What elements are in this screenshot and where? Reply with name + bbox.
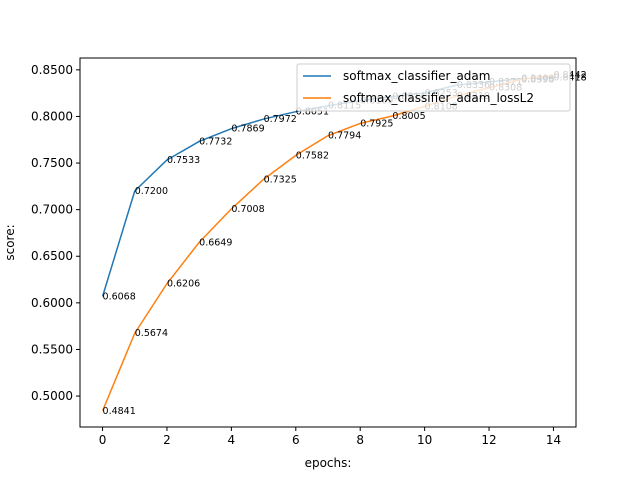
- data-label: 0.5674: [135, 328, 168, 339]
- legend-box: [296, 63, 571, 112]
- data-label: 0.7582: [296, 150, 329, 161]
- y-tick-label: 0.5500: [31, 342, 73, 356]
- data-label: 0.7200: [135, 186, 168, 197]
- data-label: 0.7325: [264, 174, 297, 185]
- legend-label-2: softmax_classifier_adam_lossL2: [343, 91, 534, 105]
- data-label: 0.7008: [231, 204, 264, 215]
- y-tick-label: 0.5000: [31, 389, 73, 403]
- data-label: 0.7732: [199, 136, 232, 147]
- data-label: 0.6649: [199, 237, 232, 248]
- x-tick-label: 8: [356, 433, 364, 447]
- y-axis: 0.5000 0.5500 0.6000 0.6500 0.7000 0.7500 0.80…: [31, 63, 80, 403]
- data-label: 0.7972: [264, 114, 297, 125]
- data-label: 0.7925: [360, 118, 393, 129]
- y-tick-label: 0.6000: [31, 296, 73, 310]
- data-label: 0.8051: [296, 107, 329, 118]
- series-line-2: [101, 74, 554, 412]
- y-tick-label: 0.8500: [31, 63, 73, 77]
- x-tick-label: 2: [163, 433, 171, 447]
- y-tick-label: 0.8000: [31, 109, 73, 123]
- plot-frame: [79, 57, 577, 428]
- legend-label-1: softmax_classifier_adam: [343, 69, 490, 83]
- plot-marks: 0.60680.72000.75330.77320.78690.79720.80…: [101, 70, 587, 417]
- x-tick-label: 6: [292, 433, 300, 447]
- y-tick-label: 0.7500: [31, 156, 73, 170]
- data-label: 0.6206: [167, 279, 200, 290]
- x-tick-label: 4: [228, 433, 236, 447]
- x-axis: 0 2 4 6 8 10 12 14: [99, 427, 561, 447]
- x-tick-label: 12: [481, 433, 496, 447]
- data-label: 0.4841: [103, 406, 136, 417]
- data-label: 0.7794: [328, 131, 361, 142]
- x-tick-label: 10: [417, 433, 432, 447]
- data-label: 0.6068: [103, 292, 136, 303]
- data-label: 0.8005: [392, 111, 425, 122]
- y-axis-label: score:: [3, 224, 17, 260]
- x-tick-label: 14: [546, 433, 561, 447]
- data-label: 0.7533: [167, 155, 200, 166]
- x-tick-label: 0: [99, 433, 107, 447]
- legend: softmax_classifier_adam softmax_classifie…: [296, 63, 571, 112]
- x-axis-label: epochs:: [305, 456, 352, 470]
- data-label: 0.7869: [231, 124, 264, 135]
- y-tick-label: 0.6500: [31, 249, 73, 263]
- y-tick-label: 0.7000: [31, 203, 73, 217]
